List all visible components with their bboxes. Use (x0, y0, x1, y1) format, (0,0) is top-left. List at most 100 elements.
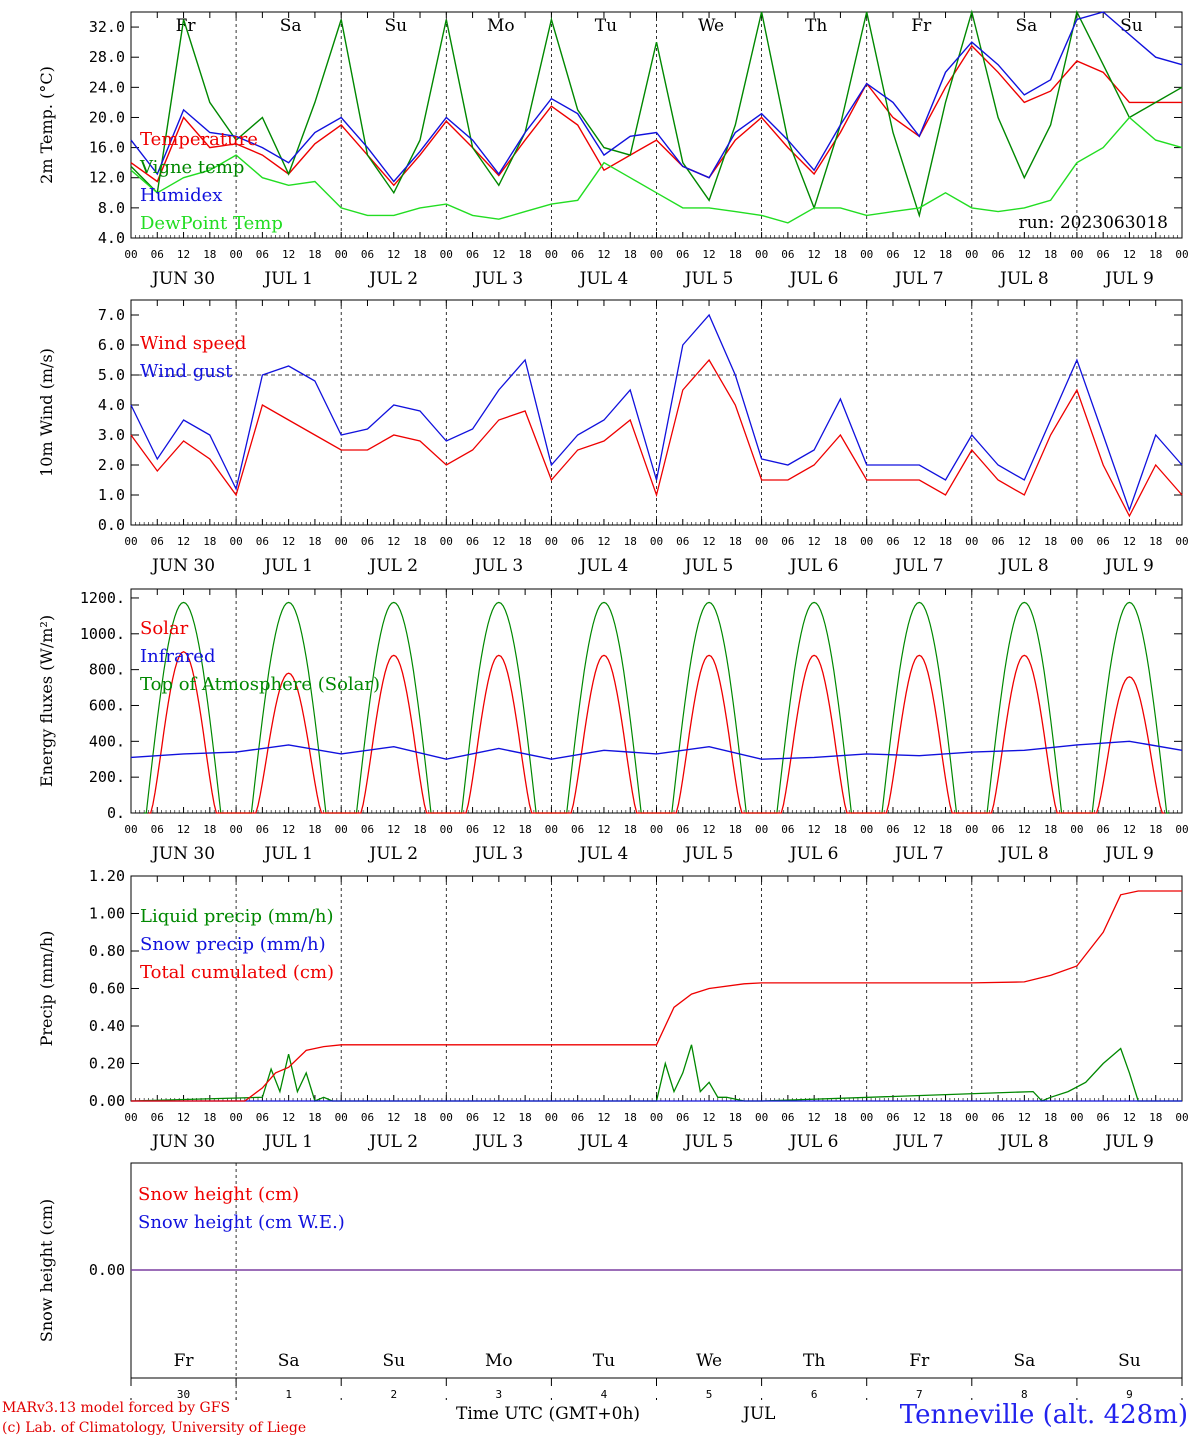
day-label: JUL 5 (683, 844, 734, 864)
hour-tick-label: 18 (203, 248, 216, 261)
hour-tick-label: 00 (860, 248, 873, 261)
hour-tick-label: 00 (440, 823, 453, 836)
hour-tick-label: 00 (1070, 823, 1083, 836)
day-label: JUL 1 (262, 844, 313, 864)
series-line (130, 1044, 1182, 1102)
hour-tick-label: 00 (1175, 823, 1188, 836)
series-line (130, 358, 1183, 518)
day-label: JUL 5 (683, 269, 734, 289)
hour-tick-label: 18 (308, 248, 321, 261)
lab-line: (c) Lab. of Climatology, University of L… (2, 1420, 307, 1436)
hour-tick-label: 12 (492, 248, 505, 261)
hour-tick-label: 06 (991, 248, 1004, 261)
hour-tick-label: 18 (519, 823, 532, 836)
day-number-label: 3 (496, 1388, 503, 1400)
day-label: JUN 30 (150, 1132, 215, 1152)
hour-tick-label: 18 (729, 1111, 742, 1124)
hour-tick-label: 18 (413, 535, 426, 548)
hour-tick-label: 12 (597, 1111, 610, 1124)
hour-tick-label: 12 (1018, 248, 1031, 261)
series-line (131, 890, 1182, 1102)
hour-tick-label: 06 (991, 823, 1004, 836)
hour-tick-label: 06 (256, 248, 269, 261)
hour-tick-label: 18 (624, 535, 637, 548)
day-label: JUL 1 (262, 269, 313, 289)
hour-tick-label: 06 (886, 1111, 899, 1124)
y-tick-label: 1.00 (89, 905, 125, 923)
site-label: Tenneville (alt. 428m) (899, 1400, 1188, 1430)
hour-tick-label: 06 (466, 823, 479, 836)
weekday-label: We (698, 16, 724, 36)
hour-tick-label: 12 (702, 248, 715, 261)
hour-tick-label: 12 (597, 248, 610, 261)
hour-tick-label: 00 (755, 1111, 768, 1124)
day-label: JUL 6 (788, 269, 839, 289)
hour-tick-label: 06 (466, 535, 479, 548)
weekday-label: Mo (485, 1351, 513, 1371)
day-label: JUL 2 (367, 1132, 418, 1152)
hour-tick-label: 00 (229, 823, 242, 836)
series-line (148, 650, 1165, 814)
meteogram: 4.08.012.016.020.024.028.032.02m Temp. (… (37, 9, 1189, 1400)
hour-tick-label: 18 (413, 248, 426, 261)
hour-tick-label: 06 (991, 535, 1004, 548)
hour-tick-label: 00 (860, 535, 873, 548)
hour-tick-label: 06 (151, 1111, 164, 1124)
hour-tick-label: 18 (308, 535, 321, 548)
y-tick-label: 0.60 (89, 980, 125, 998)
day-label: JUL 9 (1103, 1132, 1154, 1152)
day-label: JUL 1 (262, 556, 313, 576)
y-tick-label: 0.00 (89, 1261, 125, 1279)
hour-tick-label: 18 (624, 1111, 637, 1124)
hour-tick-label: 00 (545, 1111, 558, 1124)
hour-tick-label: 12 (1018, 823, 1031, 836)
day-number-label: 2 (390, 1388, 397, 1400)
hour-tick-label: 18 (308, 1111, 321, 1124)
legend-entry: Snow precip (mm/h) (140, 934, 326, 955)
day-label: JUL 6 (788, 556, 839, 576)
day-label: JUN 30 (150, 844, 215, 864)
y-tick-label: 400. (89, 732, 125, 750)
hour-tick-label: 00 (1175, 1111, 1188, 1124)
day-label: JUL 8 (998, 269, 1049, 289)
hour-tick-label: 00 (440, 248, 453, 261)
y-tick-label: 1.0 (98, 486, 125, 504)
hour-tick-label: 12 (702, 535, 715, 548)
hour-tick-label: 12 (597, 535, 610, 548)
hour-tick-label: 12 (808, 535, 821, 548)
day-number-label: 30 (177, 1388, 190, 1400)
y-tick-label: 1200. (80, 589, 125, 607)
weekday-label: Sa (1013, 1351, 1035, 1371)
legend-entry: Infrared (140, 646, 215, 667)
y-tick-label: 0.00 (89, 1092, 125, 1110)
hour-tick-label: 06 (886, 823, 899, 836)
hour-tick-label: 06 (676, 823, 689, 836)
hour-tick-label: 00 (755, 535, 768, 548)
hour-tick-label: 12 (492, 535, 505, 548)
hour-tick-label: 00 (545, 823, 558, 836)
y-tick-label: 2.0 (98, 456, 125, 474)
hour-tick-label: 18 (729, 535, 742, 548)
hour-tick-label: 00 (545, 248, 558, 261)
hour-tick-label: 00 (965, 823, 978, 836)
weekday-label: Mo (487, 16, 515, 36)
hour-tick-label: 12 (177, 1111, 190, 1124)
y-tick-label: 7.0 (98, 306, 125, 324)
day-label: JUL 8 (998, 844, 1049, 864)
hour-tick-label: 06 (361, 823, 374, 836)
day-label: JUL 6 (788, 1132, 839, 1152)
hour-tick-label: 06 (571, 535, 584, 548)
hour-tick-label: 12 (492, 823, 505, 836)
legend-entry: Wind gust (140, 361, 233, 382)
series-line (130, 11, 1183, 183)
series-line (130, 740, 1183, 760)
hour-tick-label: 18 (834, 823, 847, 836)
hour-tick-label: 12 (1123, 1111, 1136, 1124)
hour-tick-label: 06 (361, 1111, 374, 1124)
hour-tick-label: 00 (1070, 1111, 1083, 1124)
run-label: run: 2023063018 (1019, 213, 1168, 233)
y-tick-label: 0.40 (89, 1017, 125, 1035)
series-line (130, 116, 1183, 224)
day-number-label: 9 (1126, 1388, 1133, 1400)
hour-tick-label: 00 (335, 535, 348, 548)
